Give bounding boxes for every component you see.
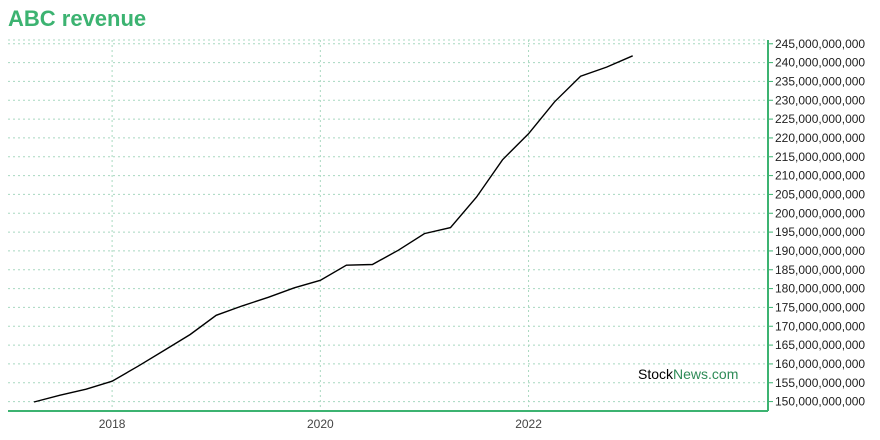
y-tick-label: 235,000,000,000: [775, 74, 865, 88]
y-tick-label: 150,000,000,000: [775, 395, 865, 409]
data-series: [33, 55, 633, 403]
y-tick-label: 155,000,000,000: [775, 376, 865, 390]
y-tick-label: 195,000,000,000: [775, 225, 865, 239]
y-tick-label: 225,000,000,000: [775, 112, 865, 126]
revenue-line: [33, 55, 633, 403]
y-tick-label: 215,000,000,000: [775, 150, 865, 164]
x-tick-label: 2020: [307, 417, 334, 431]
y-tick-label: 160,000,000,000: [775, 357, 865, 371]
x-tick-label: 2018: [99, 417, 126, 431]
chart-title: ABC revenue: [8, 6, 147, 31]
x-tick-label: 2022: [515, 417, 542, 431]
y-tick-label: 170,000,000,000: [775, 319, 865, 333]
axes: [8, 40, 769, 412]
y-tick-label: 185,000,000,000: [775, 263, 865, 277]
y-tick-label: 220,000,000,000: [775, 131, 865, 145]
y-tick-label: 230,000,000,000: [775, 93, 865, 107]
y-tick-label: 190,000,000,000: [775, 244, 865, 258]
grid-lines: [8, 39, 768, 411]
y-axis-ticks: 150,000,000,000 155,000,000,000 160,000,00…: [768, 37, 865, 409]
y-tick-label: 245,000,000,000: [775, 37, 865, 51]
y-tick-label: 165,000,000,000: [775, 338, 865, 352]
y-tick-label: 200,000,000,000: [775, 206, 865, 220]
watermark-part-stock: Stock: [638, 366, 674, 382]
watermark: StockNews.com: [638, 366, 738, 382]
watermark-part-news: News: [673, 366, 708, 382]
y-tick-label: 205,000,000,000: [775, 187, 865, 201]
watermark-part-com: .com: [708, 366, 738, 382]
y-tick-label: 240,000,000,000: [775, 56, 865, 70]
y-tick-label: 210,000,000,000: [775, 169, 865, 183]
x-axis-ticks: 2018 2020 2022: [99, 417, 542, 431]
y-tick-label: 180,000,000,000: [775, 282, 865, 296]
y-tick-label: 175,000,000,000: [775, 300, 865, 314]
